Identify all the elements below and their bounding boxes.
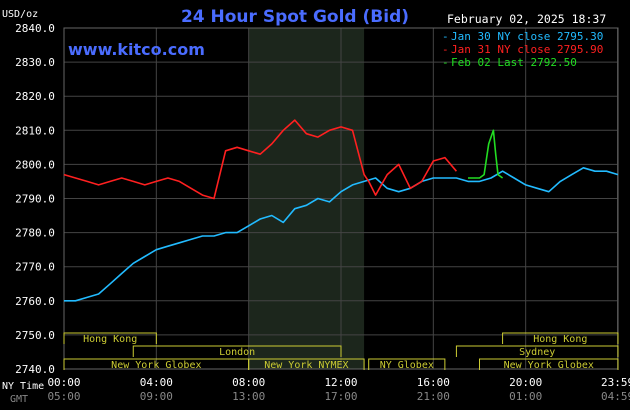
x-tick-label-ny: 04:00 — [140, 376, 173, 389]
series-line-3 — [468, 129, 504, 179]
session-label: Hong Kong — [533, 334, 587, 345]
legend-marker: - — [442, 56, 449, 69]
x-tick-label-gmt: 13:00 — [232, 390, 265, 403]
x-tick-label-gmt: 01:00 — [509, 390, 542, 403]
session-label: London — [219, 347, 255, 358]
x-axis-label-gmt: GMT — [10, 394, 28, 405]
y-tick-label: 2740.0 — [15, 363, 55, 376]
y-tick-label: 2820.0 — [15, 90, 55, 103]
legend-marker: - — [442, 43, 449, 56]
y-tick-label: 2830.0 — [15, 56, 55, 69]
x-tick-label-ny: 16:00 — [417, 376, 450, 389]
x-tick-label-ny: 12:00 — [324, 376, 357, 389]
x-tick-label-gmt: 04:59 — [601, 390, 630, 403]
y-tick-label: 2790.0 — [15, 193, 55, 206]
x-tick-label-gmt: 09:00 — [140, 390, 173, 403]
legend-entry: Jan 31 NY close 2795.90 — [451, 43, 603, 56]
session-bar — [132, 345, 342, 357]
x-axis-label-ny: NY Time — [2, 381, 44, 392]
session-label: Hong Kong — [83, 334, 137, 345]
session-label: New York Globex — [111, 360, 201, 371]
session-bar — [479, 358, 619, 370]
watermark: www.kitco.com — [68, 40, 205, 59]
x-tick-label-gmt: 05:00 — [47, 390, 80, 403]
session-bar — [248, 358, 365, 370]
legend: - Jan 30 NY close 2795.30- Jan 31 NY close… — [442, 30, 603, 69]
session-bar — [63, 332, 157, 344]
y-tick-label: 2750.0 — [15, 329, 55, 342]
x-tick-label-ny: 20:00 — [509, 376, 542, 389]
legend-marker: - — [442, 30, 449, 43]
chart-title: 24 Hour Spot Gold (Bid) — [181, 7, 409, 27]
x-tick-label-ny: 08:00 — [232, 376, 265, 389]
legend-entry: Feb 02 Last 2792.50 — [451, 56, 577, 69]
session-bar — [368, 358, 446, 370]
timestamp: February 02, 2025 18:37 — [447, 12, 606, 26]
plot-border — [63, 27, 619, 370]
session-label: New York NYMEX — [264, 360, 348, 371]
x-tick-label-ny: 23:59 — [601, 376, 630, 389]
y-tick-label: 2810.0 — [15, 124, 55, 137]
session-label: NY Globex — [380, 360, 434, 371]
series-line-2 — [63, 119, 458, 200]
x-tick-label-gmt: 21:00 — [417, 390, 450, 403]
y-axis-unit-label: USD/oz — [2, 9, 38, 20]
session-bar — [455, 345, 619, 357]
y-tick-label: 2760.0 — [15, 295, 55, 308]
x-tick-label-ny: 00:00 — [47, 376, 80, 389]
y-tick-label: 2780.0 — [15, 227, 55, 240]
legend-entry: Jan 30 NY close 2795.30 — [451, 30, 603, 43]
x-tick-label-gmt: 17:00 — [324, 390, 357, 403]
y-tick-label: 2770.0 — [15, 261, 55, 274]
session-label: New York Globex — [504, 360, 594, 371]
y-tick-label: 2800.0 — [15, 158, 55, 171]
y-tick-label: 2840.0 — [15, 22, 55, 35]
session-label: Sydney — [519, 347, 555, 358]
series-line-1 — [64, 167, 619, 302]
session-bar — [502, 332, 619, 344]
